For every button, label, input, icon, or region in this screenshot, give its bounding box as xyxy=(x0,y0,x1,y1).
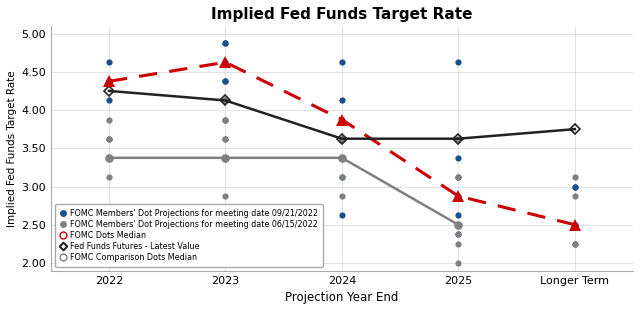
Title: Implied Fed Funds Target Rate: Implied Fed Funds Target Rate xyxy=(211,7,472,22)
X-axis label: Projection Year End: Projection Year End xyxy=(285,291,399,304)
Legend: FOMC Members' Dot Projections for meeting date 09/21/2022, FOMC Members' Dot Pro: FOMC Members' Dot Projections for meetin… xyxy=(55,204,323,267)
Y-axis label: Implied Fed Funds Target Rate: Implied Fed Funds Target Rate xyxy=(7,70,17,227)
